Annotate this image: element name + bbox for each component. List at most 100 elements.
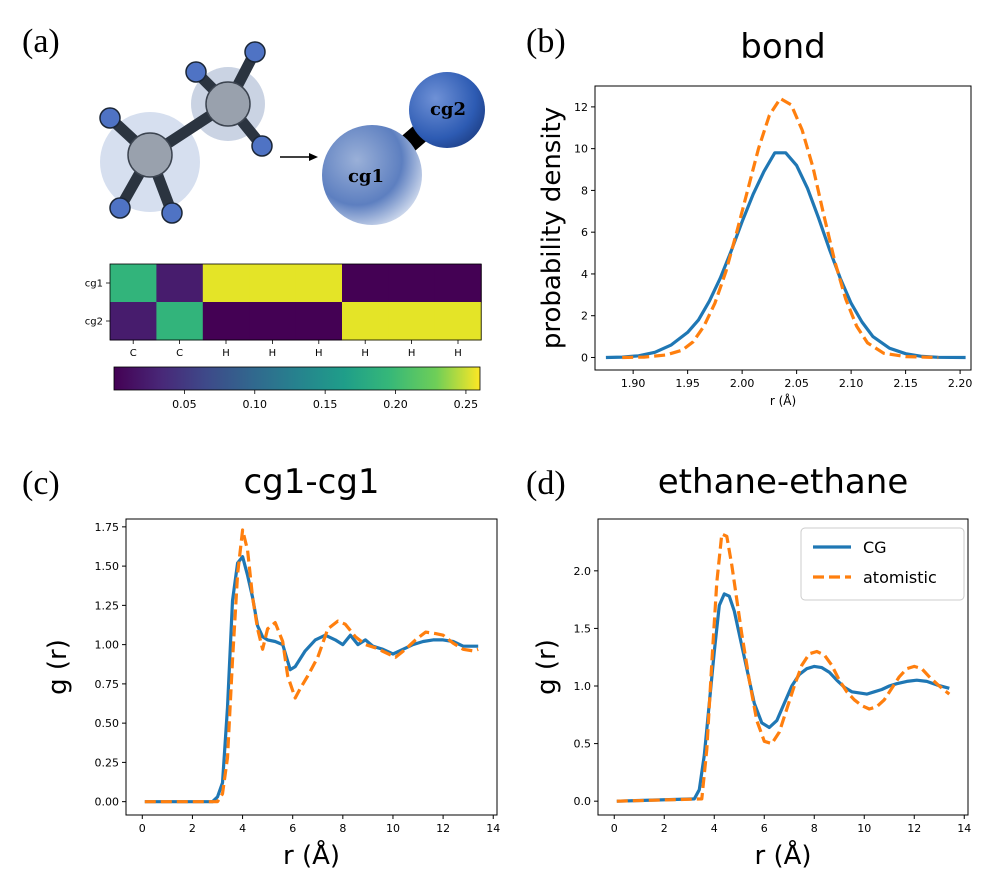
x-tick-label: 2 — [661, 822, 668, 835]
heatmap-cell — [388, 302, 436, 341]
y-tick-label: 0.0 — [574, 795, 592, 808]
colorbar-tick-label: 0.15 — [313, 398, 338, 411]
heatmap-col-label: C — [176, 348, 183, 359]
y-axis-label: g (r) — [532, 639, 562, 695]
heatmap-col-label: C — [130, 348, 137, 359]
plot-frame — [594, 85, 972, 371]
chart-legend: CG atomistic — [800, 527, 965, 601]
plot-frame — [597, 518, 969, 816]
x-tick-label: 6 — [761, 822, 768, 835]
x-tick-label: 8 — [339, 822, 346, 835]
heatmap-col-label: H — [408, 348, 416, 359]
y-tick-label: 1.5 — [574, 622, 592, 635]
hydrogen-atom — [251, 135, 273, 157]
heatmap-cell — [295, 264, 343, 303]
colorbar-tick-label: 0.20 — [383, 398, 408, 411]
colorbar-tick-label: 0.05 — [172, 398, 197, 411]
heatmap-cell — [342, 264, 389, 303]
y-tick-label: 4 — [581, 268, 588, 281]
heatmap-frame — [109, 263, 482, 341]
x-tick-label: 0 — [611, 822, 618, 835]
mapping-heatmap: cg1 cg2 C C H H H H H H — [85, 263, 482, 359]
y-tick-label: 10 — [574, 143, 588, 156]
y-tick-label: 0.75 — [95, 678, 120, 691]
heatmap-cell — [388, 264, 436, 303]
x-tick-label: 4 — [711, 822, 718, 835]
chart-title: cg1-cg1 — [243, 462, 379, 502]
heatmap-cell — [110, 264, 157, 303]
carbon-atom — [127, 132, 173, 178]
panel-label-a: (a) — [22, 23, 60, 60]
x-tick-label: 2.10 — [839, 377, 864, 390]
heatmap-col-label: H — [269, 348, 277, 359]
atomistic-line — [144, 528, 479, 804]
heatmap-cell — [156, 302, 204, 341]
heatmap-cell — [249, 264, 297, 303]
cg-line — [616, 592, 950, 803]
x-tick-label: 8 — [811, 822, 818, 835]
heatmap-cell — [342, 302, 389, 341]
y-tick-label: 1.75 — [95, 521, 120, 534]
cg2-label: cg2 — [430, 99, 466, 120]
heatmap-row-label: cg1 — [85, 279, 103, 290]
y-tick-label: 12 — [574, 101, 588, 114]
y-tick-label: 0 — [581, 351, 588, 364]
legend-label: atomistic — [863, 568, 937, 587]
x-tick-label: 12 — [436, 822, 450, 835]
x-axis-label: r (Å) — [770, 393, 796, 408]
x-tick-label: 2.05 — [784, 377, 809, 390]
x-tick-label: 1.90 — [621, 377, 646, 390]
y-tick-label: 0.5 — [574, 738, 592, 751]
atomistic-line — [622, 96, 939, 360]
mapping-arrow — [280, 153, 318, 161]
x-tick-label: 1.95 — [675, 377, 700, 390]
y-tick-label: 8 — [581, 184, 588, 197]
cg-line — [144, 555, 479, 804]
y-tick-label: 1.50 — [95, 560, 120, 573]
heatmap-cell — [110, 302, 157, 341]
cg1-label: cg1 — [348, 166, 384, 187]
chart-title: ethane-ethane — [658, 462, 908, 502]
x-tick-label: 2 — [189, 822, 196, 835]
heatmap-cell — [202, 264, 250, 303]
chart-ethane-ethane: ethane-ethane 0 2 4 6 8 10 12 14 0.0 0.5 1.0 1.5 2.0 r… — [532, 462, 971, 871]
y-tick-label: 1.00 — [95, 639, 120, 652]
heatmap-cell — [156, 264, 204, 303]
x-tick-label: 2.15 — [893, 377, 918, 390]
heatmap-col-label: H — [454, 348, 462, 359]
x-tick-label: 10 — [386, 822, 400, 835]
panel-label-d: (d) — [526, 465, 566, 502]
hydrogen-atom — [244, 41, 266, 63]
x-tick-label: 2.00 — [730, 377, 755, 390]
x-tick-label: 6 — [289, 822, 296, 835]
colorbar-tick-label: 0.10 — [243, 398, 268, 411]
heatmap-cell — [249, 302, 297, 341]
y-tick-label: 1.0 — [574, 680, 592, 693]
atomistic-line — [616, 532, 951, 803]
y-tick-label: 6 — [581, 226, 588, 239]
heatmap-cell — [434, 264, 482, 303]
cg-line — [605, 151, 966, 360]
carbon-atom — [205, 81, 251, 127]
panel-label-c: (c) — [22, 465, 60, 502]
heatmap-cell — [202, 302, 250, 341]
cg-molecule: cg2 cg1 — [322, 72, 485, 225]
y-tick-label: 1.25 — [95, 599, 120, 612]
x-tick-label: 0 — [139, 822, 146, 835]
x-tick-label: 4 — [239, 822, 246, 835]
chart-title: bond — [740, 27, 826, 67]
y-tick-label: 2.0 — [574, 565, 592, 578]
heatmap-row-label: cg2 — [85, 317, 103, 328]
heatmap-colorbar: 0.05 0.10 0.15 0.20 0.25 — [113, 366, 481, 411]
x-axis-label: r (Å) — [283, 839, 340, 871]
hydrogen-atom — [161, 202, 183, 224]
ethane-molecule — [99, 41, 273, 224]
x-tick-label: 10 — [857, 822, 871, 835]
x-tick-label: 12 — [907, 822, 921, 835]
colorbar-gradient — [113, 366, 481, 391]
heatmap-cell — [295, 302, 343, 341]
hydrogen-atom — [109, 197, 131, 219]
x-tick-label: 2.20 — [948, 377, 973, 390]
x-tick-label: 14 — [957, 822, 971, 835]
